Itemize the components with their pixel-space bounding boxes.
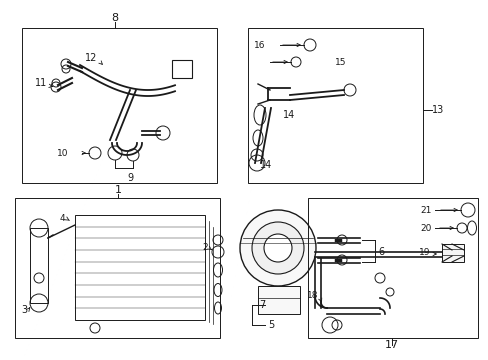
- Bar: [75, 215, 204, 320]
- Bar: [30, 228, 48, 303]
- Bar: [247, 28, 422, 183]
- Bar: [258, 286, 299, 314]
- Circle shape: [240, 210, 315, 286]
- Text: 21: 21: [420, 206, 431, 215]
- Text: 9: 9: [127, 173, 133, 183]
- Text: 10: 10: [57, 149, 68, 158]
- Text: 18: 18: [306, 291, 317, 300]
- Text: 16: 16: [253, 41, 264, 50]
- Text: 8: 8: [111, 13, 118, 23]
- Bar: [22, 28, 217, 183]
- Circle shape: [251, 222, 304, 274]
- Text: 6: 6: [377, 247, 384, 257]
- Text: 17: 17: [384, 340, 398, 350]
- Text: 14: 14: [260, 160, 272, 170]
- Text: 7: 7: [258, 300, 264, 310]
- Text: 20: 20: [420, 224, 431, 233]
- Text: 2: 2: [202, 243, 207, 252]
- Circle shape: [264, 234, 291, 262]
- Text: 3: 3: [21, 305, 27, 315]
- Text: 4: 4: [59, 213, 65, 222]
- Bar: [172, 60, 192, 78]
- Text: 11: 11: [35, 78, 47, 88]
- Text: 5: 5: [267, 320, 274, 330]
- Text: 19: 19: [418, 248, 429, 257]
- Text: 13: 13: [431, 105, 443, 115]
- Text: 12: 12: [84, 53, 97, 63]
- Text: 14: 14: [282, 110, 294, 120]
- Text: 15: 15: [334, 58, 346, 67]
- Text: 1: 1: [114, 185, 121, 195]
- Bar: [15, 198, 220, 338]
- Bar: [441, 244, 463, 262]
- Bar: [307, 198, 477, 338]
